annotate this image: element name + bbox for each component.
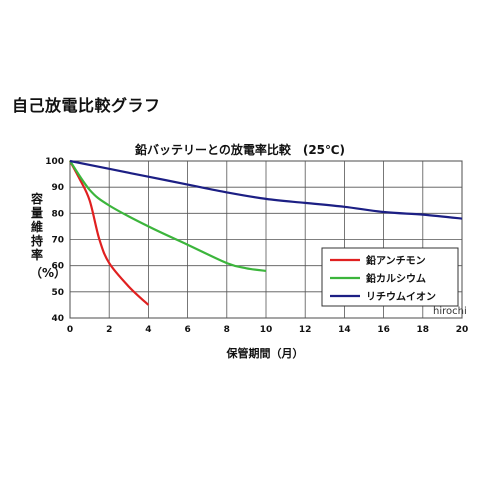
y-tick-label: 70 [51,236,64,246]
x-axis-label: 保管期間（月） [226,347,304,360]
series-line-3 [69,159,463,220]
legend-label-1: 鉛アンチモン [366,254,426,267]
legend-label-2: 鉛カルシウム [366,272,426,285]
chart-title: 鉛バッテリーとの放電率比較 (25℃) [134,143,346,157]
series-lines [69,159,463,306]
x-tick-label: 16 [377,325,390,335]
y-tick-label: 90 [51,183,64,193]
y-tick-label: 80 [51,209,64,219]
x-tick-label: 2 [106,325,112,335]
x-tick-label: 8 [224,325,230,335]
series-line-2 [69,160,267,272]
y-tick-label: 50 [51,288,64,298]
series-line-1 [69,160,150,306]
legend-label-3: リチウムイオン [366,291,436,303]
x-tick-label: 12 [299,325,312,335]
x-tick-label: 4 [145,325,151,335]
x-tick-label: 18 [417,325,430,335]
x-tick-label: 20 [456,325,469,335]
x-tick-label: 14 [338,325,351,335]
x-tick-label: 6 [184,325,190,335]
tick-labels: 0 2 4 6 8 10 12 14 16 18 20 40 50 60 70 80 90 100 [45,157,468,335]
y-tick-label: 60 [51,262,64,272]
y-tick-label: 40 [51,314,64,324]
x-tick-label: 0 [67,325,73,335]
y-axis-label-text: 容量維持率 [30,192,43,262]
watermark: hirochi [433,306,467,317]
x-tick-label: 10 [260,325,273,335]
page-title: 自己放電比較グラフ [12,96,161,115]
y-tick-label: 100 [45,157,64,167]
